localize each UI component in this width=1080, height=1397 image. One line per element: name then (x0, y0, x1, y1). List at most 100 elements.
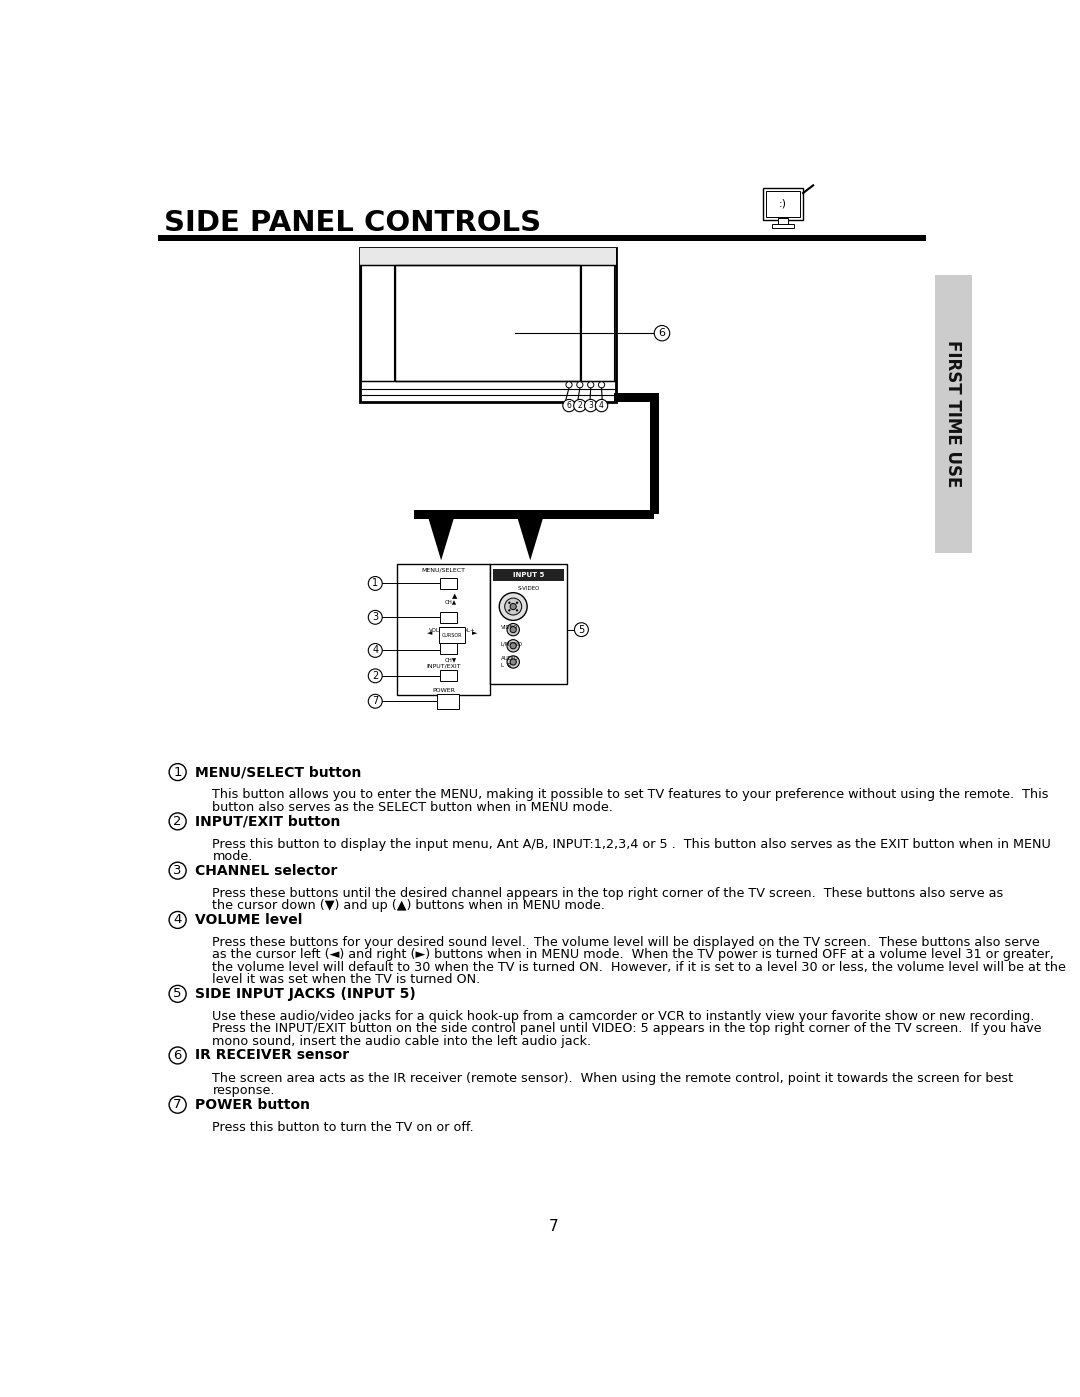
Polygon shape (428, 514, 455, 560)
Text: 3: 3 (373, 612, 378, 622)
Bar (362, 265, 394, 381)
Bar (438, 627, 465, 643)
Circle shape (510, 604, 516, 609)
Text: 2: 2 (373, 671, 378, 680)
Circle shape (588, 381, 594, 388)
Text: AUDIO: AUDIO (501, 657, 518, 661)
Circle shape (577, 381, 583, 388)
Bar (437, 693, 459, 708)
Text: 2: 2 (578, 401, 582, 411)
Circle shape (368, 610, 382, 624)
Bar (494, 569, 565, 581)
Text: 1: 1 (174, 766, 181, 778)
Circle shape (584, 400, 597, 412)
Text: CURSOR: CURSOR (442, 633, 462, 637)
Circle shape (504, 598, 522, 615)
Bar (779, 218, 787, 225)
Text: Use these audio/video jacks for a quick hook-up from a camcorder or VCR to insta: Use these audio/video jacks for a quick … (213, 1010, 1035, 1023)
Text: S-VIDEO: S-VIDEO (517, 587, 540, 591)
Circle shape (170, 862, 186, 879)
Circle shape (510, 659, 516, 665)
Circle shape (509, 609, 511, 612)
Circle shape (170, 813, 186, 830)
Text: ▲: ▲ (453, 594, 458, 599)
Circle shape (170, 911, 186, 929)
Text: SIDE INPUT JACKS (INPUT 5): SIDE INPUT JACKS (INPUT 5) (195, 986, 416, 1000)
Bar (935, 275, 972, 553)
Text: MENU/SELECT button: MENU/SELECT button (195, 766, 362, 780)
Circle shape (516, 609, 518, 612)
Text: 6: 6 (567, 401, 571, 411)
Text: 6: 6 (174, 1049, 181, 1062)
Text: 2: 2 (174, 814, 181, 828)
Circle shape (507, 655, 519, 668)
Bar (762, 187, 804, 219)
Circle shape (170, 764, 186, 781)
Text: 1: 1 (373, 578, 378, 588)
Circle shape (368, 694, 382, 708)
Bar (649, 398, 659, 514)
Text: 4: 4 (373, 645, 378, 655)
Bar (159, 236, 926, 240)
Text: :): :) (779, 198, 787, 208)
Circle shape (499, 592, 527, 620)
Circle shape (575, 623, 589, 637)
Text: Press the INPUT/EXIT button on the side control panel until VIDEO: 5 appears in : Press the INPUT/EXIT button on the side … (213, 1023, 1042, 1035)
Bar (360, 249, 616, 265)
Text: 3: 3 (174, 865, 181, 877)
Text: INPUT/EXIT button: INPUT/EXIT button (195, 814, 341, 828)
Polygon shape (516, 514, 544, 560)
Circle shape (368, 644, 382, 658)
Bar (772, 224, 794, 228)
Text: 7: 7 (373, 696, 378, 707)
Circle shape (573, 400, 586, 412)
Text: Press these buttons until the desired channel appears in the top right corner of: Press these buttons until the desired ch… (213, 887, 1003, 900)
Text: CH▲: CH▲ (445, 599, 457, 605)
Circle shape (654, 326, 670, 341)
Text: mode.: mode. (213, 849, 253, 863)
Circle shape (598, 381, 605, 388)
Text: SIDE PANEL CONTROLS: SIDE PANEL CONTROLS (164, 210, 541, 237)
Text: 3: 3 (589, 401, 593, 411)
Bar (440, 643, 457, 654)
Circle shape (563, 400, 576, 412)
Text: The screen area acts as the IR receiver (remote sensor).  When using the remote : The screen area acts as the IR receiver … (213, 1071, 1014, 1084)
Text: mono sound, insert the audio cable into the left audio jack.: mono sound, insert the audio cable into … (213, 1035, 592, 1048)
Text: POWER: POWER (432, 687, 455, 693)
Bar (490, 564, 567, 683)
Circle shape (368, 669, 382, 683)
Circle shape (510, 643, 516, 648)
Circle shape (368, 577, 382, 591)
Text: ►: ► (472, 630, 477, 637)
Text: 5: 5 (174, 988, 181, 1000)
Text: IR RECEIVER sensor: IR RECEIVER sensor (195, 1049, 350, 1063)
Text: INPUT 5: INPUT 5 (513, 571, 544, 578)
Bar (440, 671, 457, 682)
Text: This button allows you to enter the MENU, making it possible to set TV features : This button allows you to enter the MENU… (213, 788, 1049, 802)
Text: FIRST TIME USE: FIRST TIME USE (944, 341, 962, 488)
Text: 4: 4 (174, 914, 181, 926)
Bar (395, 265, 580, 381)
Text: the volume level will default to 30 when the TV is turned ON.  However, if it is: the volume level will default to 30 when… (213, 961, 1066, 974)
Text: ◄: ◄ (427, 630, 432, 637)
Circle shape (170, 985, 186, 1002)
Circle shape (170, 1097, 186, 1113)
Circle shape (595, 400, 608, 412)
Text: L/MONO: L/MONO (501, 641, 523, 645)
Text: response.: response. (213, 1084, 275, 1097)
Circle shape (566, 381, 572, 388)
Text: 6: 6 (659, 328, 665, 338)
Circle shape (509, 602, 511, 604)
Text: Press this button to display the input menu, Ant A/B, INPUT:1,2,3,4 or 5 .  This: Press this button to display the input m… (213, 838, 1051, 851)
Text: as the cursor left (◄) and right (►) buttons when in MENU mode.  When the TV pow: as the cursor left (◄) and right (►) but… (213, 949, 1054, 961)
Bar (581, 265, 613, 381)
Text: VOL-: VOL- (430, 627, 442, 633)
Bar (766, 191, 800, 217)
Text: 7: 7 (549, 1220, 558, 1234)
Text: VOLUME level: VOLUME level (195, 912, 302, 928)
Bar (613, 393, 659, 402)
Text: the cursor down (▼) and up (▲) buttons when in MENU mode.: the cursor down (▼) and up (▲) buttons w… (213, 900, 606, 912)
Text: CH▼: CH▼ (445, 657, 457, 662)
Text: CHANNEL selector: CHANNEL selector (195, 863, 338, 877)
Bar (414, 510, 654, 518)
